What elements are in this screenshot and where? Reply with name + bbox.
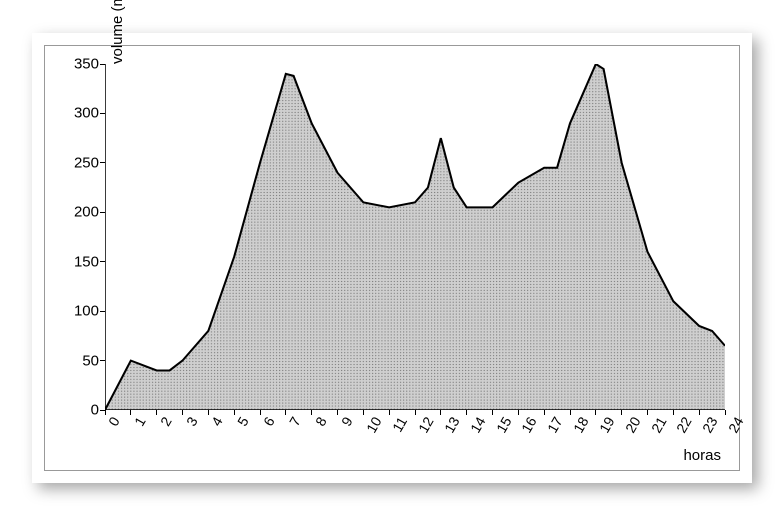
x-tick-mark [595, 410, 596, 415]
x-tick-label: 18 [570, 414, 592, 435]
x-tick-mark [492, 410, 493, 415]
y-tick-mark [100, 64, 105, 65]
y-tick-label: 350 [74, 56, 99, 73]
y-tick-mark [100, 212, 105, 213]
x-tick-mark [311, 410, 312, 415]
y-tick-label: 50 [82, 352, 99, 369]
y-tick-label: 300 [74, 105, 99, 122]
x-tick-label: 20 [622, 414, 644, 435]
area-chart-svg [105, 64, 725, 410]
x-tick-mark [208, 410, 209, 415]
x-tick-mark [725, 410, 726, 415]
plot-area: 050100150200250300350 012345678910111213… [105, 64, 725, 410]
y-axis-label: volume (m3) [109, 0, 126, 64]
x-tick-label: 1 [131, 414, 149, 429]
chart-frame: volume (m3) horas 050100150200250300350 … [44, 45, 740, 471]
x-tick-mark [234, 410, 235, 415]
x-tick-label: 21 [648, 414, 670, 435]
y-tick-label: 0 [91, 402, 99, 419]
x-tick-mark [130, 410, 131, 415]
x-tick-label: 22 [673, 414, 695, 435]
x-tick-label: 4 [208, 414, 226, 429]
y-tick-mark [100, 360, 105, 361]
y-tick-label: 250 [74, 154, 99, 171]
x-tick-label: 16 [518, 414, 540, 435]
x-tick-label: 0 [105, 414, 123, 429]
x-tick-mark [285, 410, 286, 415]
x-tick-mark [570, 410, 571, 415]
x-tick-mark [518, 410, 519, 415]
x-tick-label: 23 [699, 414, 721, 435]
x-axis-label: horas [683, 447, 721, 464]
y-tick-label: 100 [74, 303, 99, 320]
x-tick-mark [440, 410, 441, 415]
area-fill [105, 64, 725, 410]
y-tick-mark [100, 261, 105, 262]
y-tick-label: 200 [74, 204, 99, 221]
x-tick-label: 7 [286, 414, 304, 429]
x-tick-label: 3 [183, 414, 201, 429]
x-tick-mark [156, 410, 157, 415]
x-tick-label: 19 [596, 414, 618, 435]
x-tick-mark [466, 410, 467, 415]
x-tick-label: 15 [493, 414, 515, 435]
x-tick-mark [673, 410, 674, 415]
x-tick-mark [699, 410, 700, 415]
x-tick-label: 14 [467, 414, 489, 435]
y-tick-mark [100, 162, 105, 163]
chart-card: volume (m3) horas 050100150200250300350 … [32, 33, 752, 483]
x-tick-mark [182, 410, 183, 415]
x-tick-label: 13 [441, 414, 463, 435]
x-tick-mark [544, 410, 545, 415]
x-tick-label: 12 [415, 414, 437, 435]
x-tick-mark [337, 410, 338, 415]
x-tick-mark [389, 410, 390, 415]
x-tick-mark [621, 410, 622, 415]
x-tick-label: 10 [363, 414, 385, 435]
x-tick-label: 8 [312, 414, 330, 429]
x-tick-label: 2 [157, 414, 175, 429]
x-tick-label: 24 [725, 414, 747, 435]
y-tick-mark [100, 113, 105, 114]
x-tick-label: 11 [389, 414, 410, 435]
x-tick-mark [415, 410, 416, 415]
y-tick-label: 150 [74, 253, 99, 270]
x-tick-label: 17 [544, 414, 566, 435]
x-tick-label: 6 [260, 414, 278, 429]
x-tick-label: 5 [234, 414, 252, 429]
x-tick-mark [260, 410, 261, 415]
y-tick-mark [100, 311, 105, 312]
x-tick-mark [647, 410, 648, 415]
x-tick-label: 9 [338, 414, 356, 429]
x-tick-mark [363, 410, 364, 415]
x-tick-mark [105, 410, 106, 415]
